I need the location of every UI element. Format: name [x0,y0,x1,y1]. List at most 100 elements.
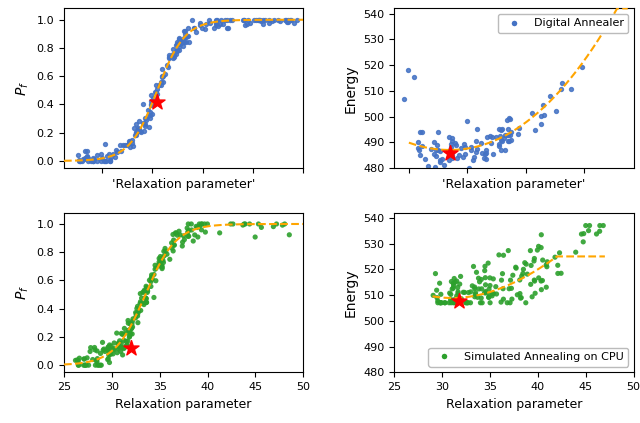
Point [168,231,178,238]
Point [75,158,85,165]
Point [504,286,515,292]
Point [515,290,525,297]
Point [106,153,116,160]
Point [447,297,458,303]
Point [159,253,169,259]
Point [520,259,530,266]
Point [197,25,207,32]
Point [92,158,102,165]
Point [172,41,182,47]
Point [105,158,115,165]
Point [104,352,114,359]
Point [157,73,167,80]
Point [82,147,92,154]
Point [179,233,189,239]
Point [151,277,161,284]
Point [253,16,264,23]
Point [516,273,527,280]
Point [184,233,194,239]
Point [100,348,110,355]
Point [200,21,211,27]
Point [497,138,508,145]
Point [140,287,150,294]
Point [452,292,462,299]
Point [470,284,480,291]
Point [113,346,124,352]
X-axis label: 'Relaxation parameter': 'Relaxation parameter' [112,179,255,192]
Point [445,152,456,159]
Point [156,261,166,267]
Point [138,300,148,307]
Point [488,290,499,297]
Point [545,93,556,99]
Point [119,345,129,352]
Point [505,115,515,122]
Point [282,19,292,26]
Point [484,275,495,281]
Point [496,136,506,143]
Point [403,67,413,74]
Point [452,155,462,162]
Point [146,102,156,109]
Point [131,132,141,139]
Point [119,325,129,332]
Point [467,283,477,289]
Point [472,294,483,301]
Point [133,126,143,133]
Point [536,231,547,238]
Point [211,19,221,26]
X-axis label: Relaxation parameter: Relaxation parameter [115,398,252,410]
Point [175,41,185,47]
Point [211,16,221,23]
Point [192,224,202,231]
Point [432,141,442,148]
Point [189,24,199,31]
Point [521,261,531,268]
Point [134,127,144,134]
Point [486,133,497,140]
Point [456,298,467,305]
Point [511,264,521,271]
Point [104,341,115,348]
Point [79,155,90,162]
Point [103,343,113,350]
Point [529,258,539,264]
Point [435,299,445,306]
Point [580,222,591,229]
Point [74,158,84,165]
Point [536,113,547,120]
Point [182,32,192,39]
Point [77,158,87,165]
Point [430,270,440,277]
Point [129,142,139,149]
Point [502,299,513,306]
Point [463,289,474,296]
Point [477,286,487,292]
Point [191,223,201,230]
Point [177,43,188,50]
Point [529,127,540,134]
Point [96,362,106,368]
Point [138,120,148,127]
Point [146,100,156,107]
Point [542,258,552,265]
Point [530,290,540,297]
Point [453,290,463,297]
Point [95,350,106,357]
Point [146,275,156,281]
Point [106,351,116,357]
Y-axis label: $P_f$: $P_f$ [15,81,31,96]
Point [456,145,467,152]
Point [164,256,175,263]
Point [141,117,152,124]
Point [179,27,189,34]
Point [143,288,153,294]
Point [90,346,100,353]
Point [116,341,127,347]
Point [100,141,110,148]
Point [196,226,207,233]
Point [141,299,152,306]
Point [269,16,280,23]
Point [82,154,92,161]
Point [164,55,174,61]
